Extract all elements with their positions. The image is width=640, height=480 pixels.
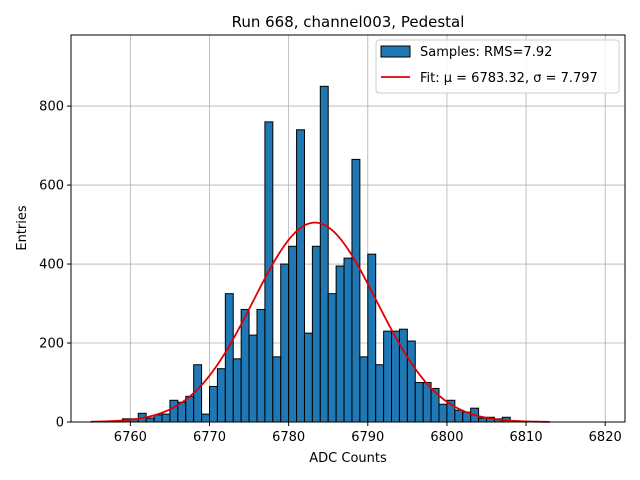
y-axis-label: Entries [15, 205, 30, 251]
histogram-bar [169, 399, 179, 423]
histogram-bar [391, 330, 400, 423]
histogram-bar [185, 395, 195, 423]
x-tick-label: 6820 [589, 430, 622, 445]
histogram-bar [327, 293, 337, 423]
histogram-bar [209, 385, 218, 423]
chart-title: Run 668, channel003, Pedestal [232, 13, 465, 31]
y-tick-label: 400 [39, 258, 64, 273]
histogram-bar [367, 253, 377, 423]
plot-frame [70, 34, 626, 423]
histogram-bar [438, 403, 448, 423]
histogram-bar [319, 85, 329, 423]
histogram-bar [248, 334, 258, 423]
legend-label-samples: Samples: RMS=7.92 [420, 45, 552, 60]
histogram-bar [454, 409, 464, 423]
histogram-bar [280, 263, 290, 423]
histogram-bar [398, 328, 408, 423]
x-axis-label: ADC Counts [309, 451, 387, 466]
histogram-bar [359, 356, 369, 423]
histogram-bar [153, 414, 163, 423]
histogram-bar [240, 308, 250, 423]
legend-box [375, 39, 620, 94]
histogram-bar [201, 413, 210, 423]
x-axis-ticks: 6760 6770 6780 6790 6800 6810 6820 [114, 422, 622, 445]
histogram-bar [311, 245, 321, 423]
legend-label-fit: Fit: μ = 6783.32, σ = 7.797 [420, 71, 598, 86]
histogram-bar [351, 158, 361, 423]
histogram-bar [335, 265, 345, 423]
x-tick-label: 6780 [272, 430, 305, 445]
histogram-bar [296, 129, 305, 423]
y-tick-label: 600 [39, 179, 64, 194]
y-axis-ticks: 0 200 400 600 800 [39, 100, 71, 431]
y-tick-label: 0 [56, 416, 64, 431]
histogram-bars [121, 85, 535, 423]
histogram-bar [161, 413, 171, 423]
histogram-bar [193, 364, 203, 423]
y-tick-label: 800 [39, 100, 64, 115]
x-tick-label: 6760 [114, 430, 147, 445]
y-tick-label: 200 [39, 337, 64, 352]
x-tick-label: 6770 [193, 430, 226, 445]
histogram-bar [216, 368, 226, 423]
legend: Samples: RMS=7.92 Fit: μ = 6783.32, σ = … [375, 39, 620, 94]
histogram-bar [303, 332, 313, 423]
legend-swatch-samples [380, 45, 411, 58]
histogram-bar [288, 245, 298, 423]
histogram-bar [375, 364, 385, 423]
x-tick-label: 6790 [351, 430, 384, 445]
x-tick-label: 6810 [510, 430, 543, 445]
histogram-bar [383, 330, 393, 423]
histogram-bar [414, 382, 424, 423]
histogram-bar [406, 340, 416, 423]
histogram-bar [343, 257, 353, 423]
histogram-bar [232, 358, 242, 423]
histogram-bar [145, 417, 155, 423]
histogram-bar [422, 382, 432, 423]
fit-curve [90, 221, 550, 423]
histogram-bar [224, 293, 234, 423]
histogram-bar [272, 356, 282, 423]
histogram-bar [256, 308, 266, 423]
x-tick-label: 6800 [430, 430, 463, 445]
histogram-bar [478, 417, 488, 423]
